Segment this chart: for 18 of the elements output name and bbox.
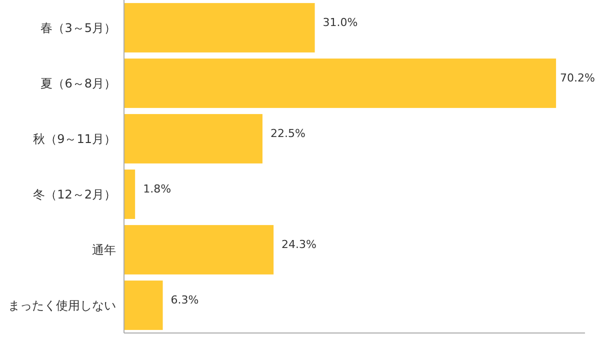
y-tick-label: 通年 — [92, 242, 116, 257]
y-tick-label: まったく使用しない — [8, 298, 116, 312]
bar — [124, 225, 274, 274]
bar — [124, 280, 163, 330]
data-label: 70.2% — [560, 71, 596, 84]
data-label: 6.3% — [170, 293, 199, 306]
data-label: 31.0% — [322, 16, 358, 29]
y-tick-label: 春（3～5月） — [40, 20, 116, 35]
data-label: 24.3% — [282, 238, 317, 251]
data-label: 1.8% — [143, 182, 172, 196]
y-tick-label: 秋（9～11月） — [33, 132, 116, 146]
y-tick-label: 夏（6～8月） — [40, 76, 116, 90]
bar — [124, 170, 136, 219]
bar — [124, 114, 262, 164]
data-label: 22.5% — [270, 126, 306, 140]
bar — [124, 58, 556, 108]
bar — [124, 3, 315, 52]
y-tick-label: 冬（12～2月） — [33, 187, 116, 202]
